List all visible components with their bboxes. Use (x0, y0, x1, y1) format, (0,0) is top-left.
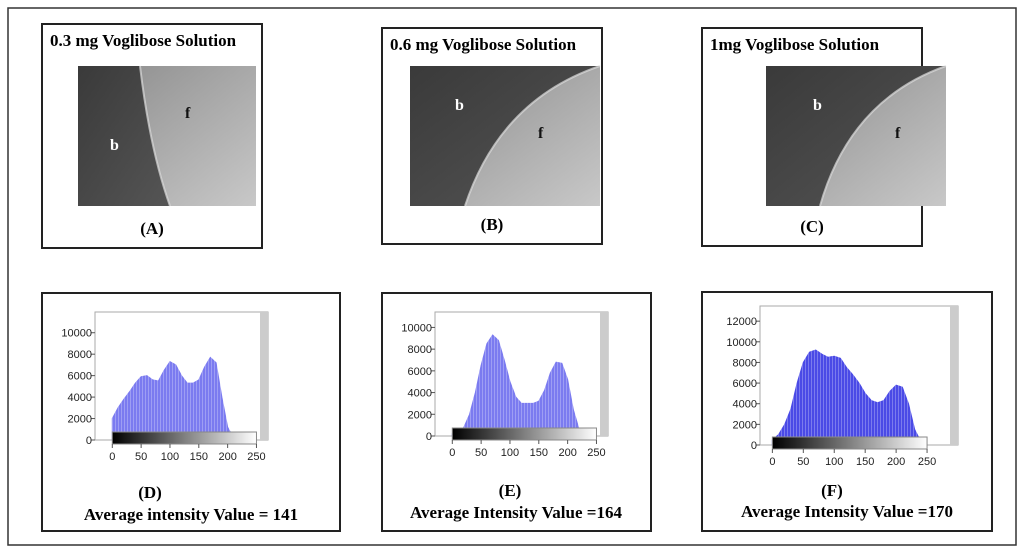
colorbar (451, 427, 597, 441)
y-tick-label: 10000 (401, 322, 432, 334)
image-dark (766, 66, 946, 206)
panel-title: 0.3 mg Voglibose Solution (50, 31, 237, 50)
y-tick-label: 0 (426, 431, 432, 443)
y-tick-label: 8000 (733, 357, 757, 369)
y-tick-label: 6000 (68, 371, 92, 383)
panel-label: (C) (800, 217, 824, 236)
colorbar (771, 436, 928, 450)
x-tick-label: 200 (887, 456, 905, 468)
x-tick-label: 50 (475, 447, 487, 459)
x-tick-label: 0 (109, 451, 115, 463)
x-tick-label: 50 (797, 456, 809, 468)
annotation: b (455, 97, 464, 114)
annotation: f (538, 125, 544, 142)
chart-label: (F) (821, 481, 843, 500)
y-tick-label: 0 (751, 440, 757, 452)
y-tick-label: 10000 (61, 328, 92, 340)
y-tick-label: 4000 (733, 399, 757, 411)
boundary (139, 65, 171, 207)
image-dark (78, 66, 170, 206)
y-tick-label: 4000 (68, 392, 92, 404)
outer-frame (7, 7, 1017, 546)
x-tick-label: 100 (161, 451, 179, 463)
y-tick-label: 8000 (408, 344, 432, 356)
y-tick-label: 8000 (68, 349, 92, 361)
x-tick-label: 150 (530, 447, 548, 459)
plot-edge (950, 306, 958, 445)
boundary (819, 65, 947, 207)
y-tick-label: 6000 (408, 366, 432, 378)
colorbar (111, 431, 257, 445)
y-tick-label: 12000 (726, 316, 757, 328)
x-tick-label: 250 (247, 451, 265, 463)
annotation: b (110, 137, 119, 154)
x-tick-label: 0 (449, 447, 455, 459)
y-tick-label: 0 (86, 435, 92, 447)
annotation: f (895, 125, 901, 142)
panel-title: 1mg Voglibose Solution (710, 35, 880, 54)
chart-caption: Average Intensity Value =164 (410, 503, 622, 522)
y-tick-label: 6000 (733, 378, 757, 390)
panel-title: 0.6 mg Voglibose Solution (390, 35, 577, 54)
x-tick-label: 200 (558, 447, 576, 459)
x-tick-label: 100 (501, 447, 519, 459)
y-tick-label: 10000 (726, 337, 757, 349)
x-tick-label: 150 (856, 456, 874, 468)
y-tick-label: 2000 (733, 419, 757, 431)
chart-caption: Average Intensity Value =170 (741, 502, 953, 521)
histogram-area (451, 334, 597, 437)
y-tick-label: 2000 (68, 414, 92, 426)
panel-label: (B) (481, 215, 504, 234)
image-dark (410, 66, 600, 206)
chart-caption: Average intensity Value = 141 (84, 505, 298, 524)
histogram-area (771, 349, 928, 446)
chart-label: (D) (138, 483, 162, 502)
x-tick-label: 250 (587, 447, 605, 459)
x-tick-label: 150 (190, 451, 208, 463)
x-tick-label: 250 (918, 456, 936, 468)
plot-edge (600, 312, 608, 436)
chart-label: (E) (499, 481, 522, 500)
boundary (464, 65, 601, 207)
x-tick-label: 50 (135, 451, 147, 463)
y-tick-label: 4000 (408, 388, 432, 400)
y-tick-label: 2000 (408, 409, 432, 421)
plot-edge (260, 312, 268, 440)
x-tick-label: 100 (825, 456, 843, 468)
panel-label: (A) (140, 219, 164, 238)
annotation: f (185, 105, 191, 122)
x-tick-label: 0 (769, 456, 775, 468)
annotation: b (813, 97, 822, 114)
x-tick-label: 200 (218, 451, 236, 463)
